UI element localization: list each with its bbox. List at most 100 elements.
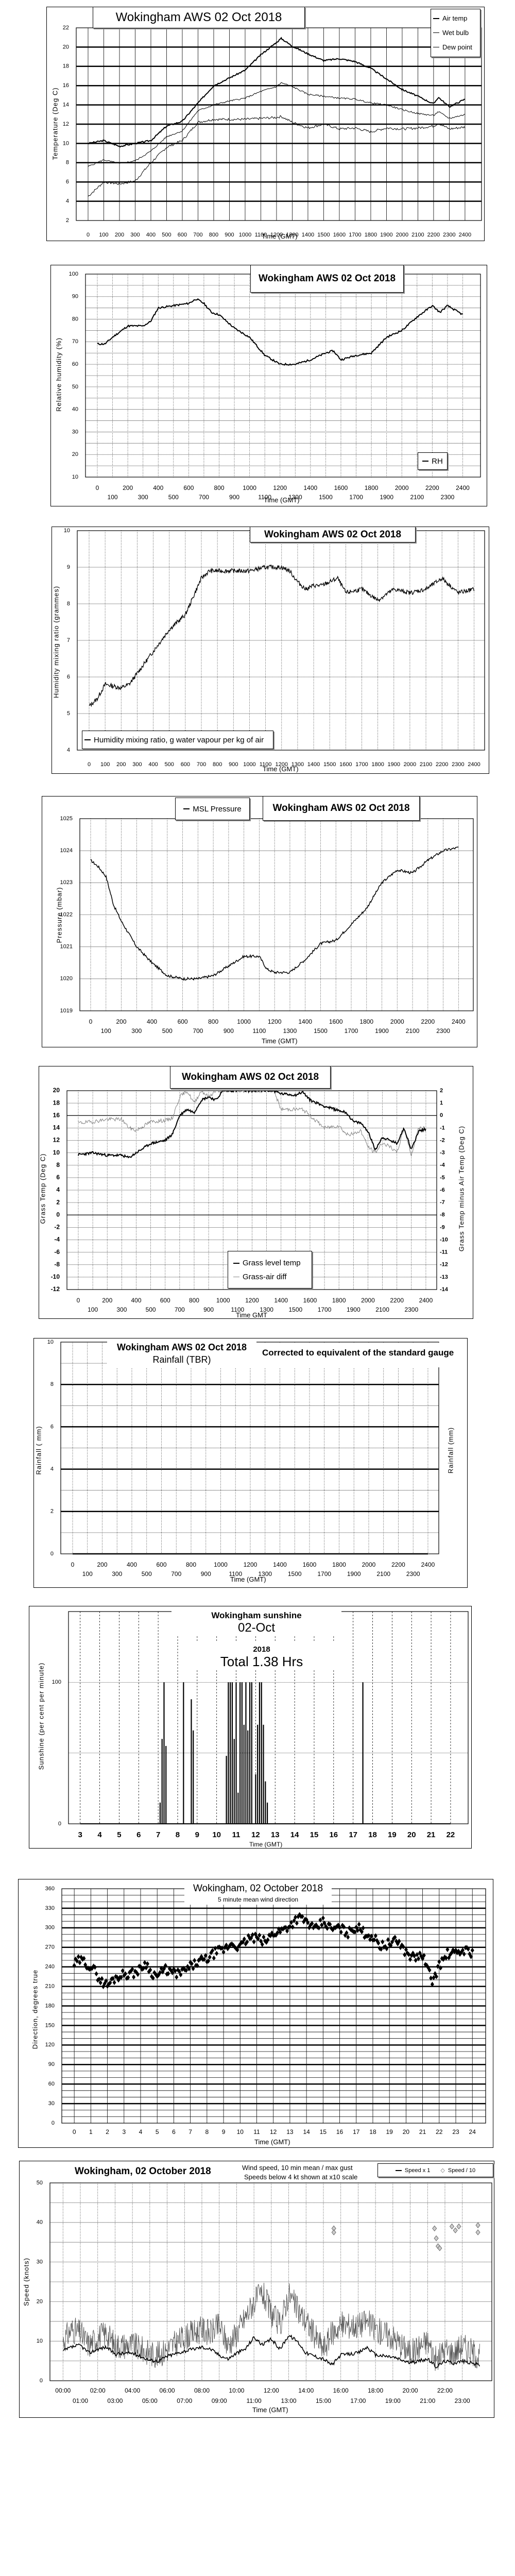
- tick-label: 2300: [436, 1027, 450, 1035]
- tick-label: 400: [153, 484, 163, 492]
- tick-label: 300: [132, 761, 142, 768]
- wind-direction-point: [359, 1929, 364, 1935]
- tick-label: 20: [53, 1087, 60, 1094]
- chart-humidity-xlabel: Time (GMT): [264, 496, 300, 504]
- tick-label: 8: [176, 1831, 180, 1839]
- wind-direction-point: [130, 1967, 134, 1972]
- tick-label: 1700: [355, 761, 368, 768]
- tick-label: 300: [45, 1925, 55, 1931]
- tick-label: 1000: [243, 761, 255, 768]
- tick-label: 2100: [410, 494, 424, 501]
- tick-label: 700: [193, 1027, 203, 1035]
- wind-direction-point: [173, 1968, 177, 1974]
- tick-label: 0: [52, 2120, 55, 2126]
- wind-direction-point: [432, 1975, 436, 1980]
- tick-label: 10: [212, 1831, 221, 1839]
- wind-direction-point: [190, 1961, 194, 1967]
- wind-direction-point: [288, 1924, 292, 1929]
- tick-label: 100: [69, 271, 78, 277]
- tick-label: 1500: [288, 1306, 302, 1313]
- legend-item-grass-air-diff: Grass-air diff: [233, 1273, 306, 1281]
- tick-label: 500: [162, 232, 171, 238]
- tick-label: 500: [162, 1027, 173, 1035]
- tick-label: 2200: [425, 484, 439, 492]
- tick-label: 200: [116, 761, 126, 768]
- tick-label: 900: [225, 232, 234, 238]
- wind-direction-point: [376, 1940, 381, 1946]
- tick-label: 14: [63, 102, 69, 108]
- speed-div10-point: [456, 2223, 461, 2230]
- wind-direction-point: [256, 1936, 260, 1942]
- tick-label: 2: [440, 1088, 443, 1094]
- tick-label: 09:00: [212, 2397, 227, 2404]
- tick-label: 14: [303, 2128, 310, 2136]
- line-swatch-icon: [183, 808, 190, 809]
- tick-label: 300: [130, 232, 140, 238]
- tick-label: 700: [193, 232, 202, 238]
- wind-direction-point: [328, 1922, 332, 1927]
- tick-label: 0: [50, 1551, 54, 1557]
- wind-direction-point: [266, 1937, 270, 1943]
- tick-label: 800: [214, 484, 224, 492]
- tick-label: 2000: [395, 484, 409, 492]
- wind-direction-point: [460, 1947, 465, 1953]
- wind-direction-point: [235, 1947, 239, 1953]
- tick-label: 7: [156, 1831, 160, 1839]
- wind-direction-point: [397, 1938, 401, 1944]
- chart-wind-direction-title: Wokingham, 02 October 2018: [193, 1883, 323, 1894]
- tick-label: 15: [320, 2128, 327, 2136]
- tick-label: 1300: [291, 761, 304, 768]
- tick-label: 8: [205, 2128, 209, 2136]
- diamond-marker-icon: ◇: [440, 2167, 445, 2174]
- wind-direction-point: [289, 1920, 294, 1925]
- legend-item-speed-x1: Speed x 1: [395, 2167, 430, 2174]
- tick-label: 1400: [274, 1297, 288, 1304]
- tick-label: 1900: [380, 232, 392, 238]
- tick-label: 10: [64, 528, 70, 534]
- tick-label: 100: [52, 1679, 61, 1685]
- tick-label: 3: [122, 2128, 126, 2136]
- tick-label: 20:00: [403, 2387, 418, 2394]
- tick-label: 16: [336, 2128, 344, 2136]
- wind-direction-point: [184, 1968, 188, 1973]
- tick-label: 1700: [349, 494, 363, 501]
- wind-direction-point: [132, 1974, 136, 1980]
- tick-label: 2000: [404, 761, 416, 768]
- tick-label: 1: [89, 2128, 93, 2136]
- tick-label: 0: [71, 1561, 75, 1568]
- tick-label: 8: [66, 160, 69, 166]
- tick-label: 1023: [60, 879, 73, 886]
- tick-label: 15:00: [316, 2397, 331, 2404]
- wind-direction-point: [444, 1955, 448, 1961]
- tick-label: 70: [72, 338, 78, 345]
- tick-label: 700: [199, 494, 209, 501]
- wind-direction-point: [177, 1969, 181, 1974]
- wind-direction-point: [372, 1937, 376, 1943]
- tick-label: -11: [440, 1249, 448, 1256]
- wind-direction-point: [203, 1953, 208, 1958]
- tick-label: 6: [50, 1423, 54, 1430]
- tick-label: 19:00: [385, 2397, 401, 2404]
- wind-direction-point: [430, 1981, 434, 1987]
- chart-wind-speed-legend: Speed x 1 ◇ Speed / 10: [377, 2163, 493, 2177]
- tick-label: 1100: [229, 1570, 242, 1578]
- tick-label: 400: [148, 761, 158, 768]
- legend-label: Grass-air diff: [243, 1273, 287, 1281]
- tick-label: 23: [452, 2128, 459, 2136]
- tick-label: 2300: [406, 1570, 420, 1578]
- wind-direction-point: [83, 1962, 88, 1968]
- wind-direction-point: [421, 1956, 425, 1961]
- tick-label: 50: [37, 2180, 43, 2186]
- wind-direction-point: [94, 1971, 98, 1977]
- tick-label: 200: [116, 1018, 127, 1025]
- tick-label: 500: [168, 494, 179, 501]
- tick-label: 600: [183, 484, 194, 492]
- chart-rainfall: [33, 1338, 468, 1588]
- wind-direction-point: [258, 1933, 262, 1938]
- chart-wind-direction-xlabel: Time (GMT): [254, 2138, 290, 2146]
- tick-label: 2300: [404, 1306, 418, 1313]
- tick-label: 1800: [332, 1561, 346, 1568]
- wind-direction-point: [148, 1967, 152, 1973]
